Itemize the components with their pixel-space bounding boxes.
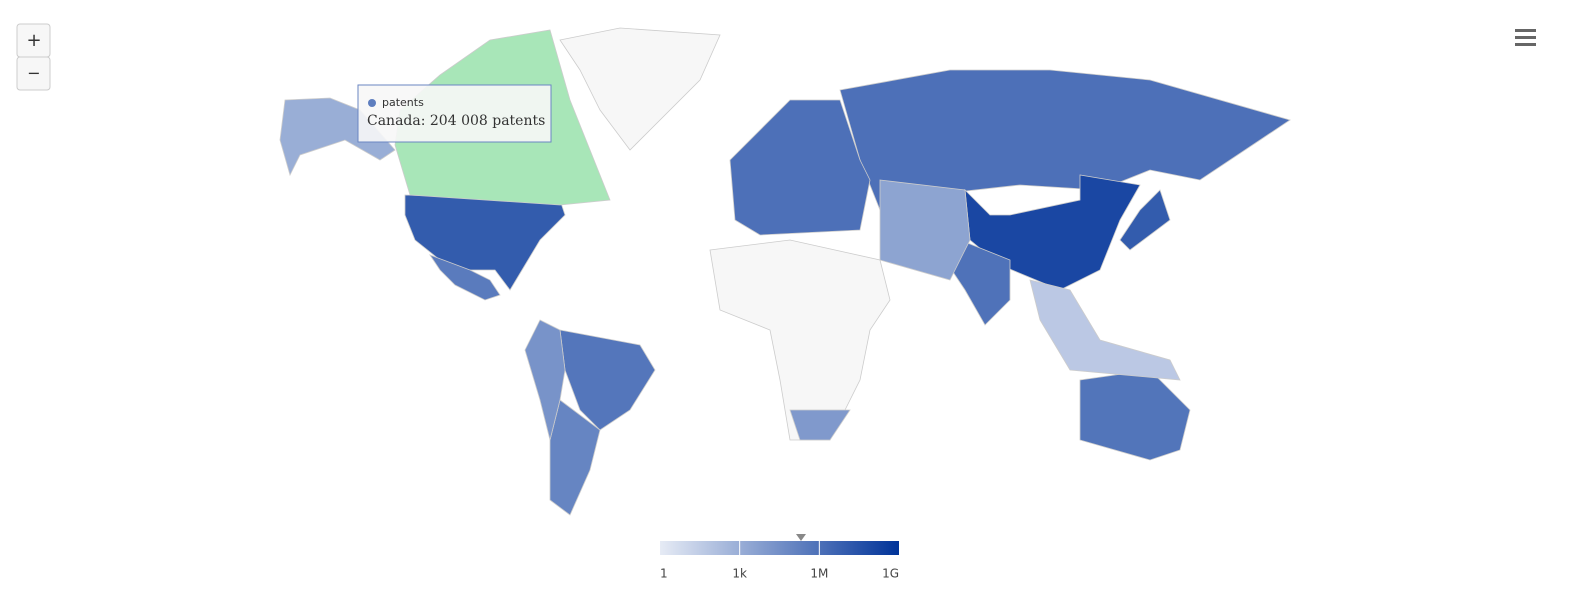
legend-marker xyxy=(796,534,806,541)
country xyxy=(880,180,970,280)
menu-bar[interactable] xyxy=(1515,29,1536,32)
legend-label: 1 xyxy=(660,567,668,581)
tooltip-text: Canada: 204 008 patents xyxy=(367,113,545,129)
country xyxy=(790,410,850,440)
menu-bar[interactable] xyxy=(1515,36,1536,39)
menu-button[interactable] xyxy=(1515,29,1536,46)
color-legend: 1 1k 1M 1G xyxy=(660,534,899,581)
country xyxy=(1030,280,1180,380)
tooltip-series: patents xyxy=(382,96,424,109)
no-data-region xyxy=(560,28,720,150)
zoom-controls: + − xyxy=(17,24,50,90)
zoom-in-label[interactable]: + xyxy=(26,30,41,51)
legend-bar xyxy=(660,541,899,555)
menu-bar[interactable] xyxy=(1515,43,1536,46)
legend-label: 1k xyxy=(732,567,747,581)
legend-label: 1G xyxy=(882,567,899,581)
zoom-out-label[interactable]: − xyxy=(27,64,40,83)
country xyxy=(405,195,565,290)
map-chart: + − 1 1k 1M 1G patents Canada: 204 008 paten… xyxy=(0,0,1580,610)
tooltip-dot xyxy=(368,99,376,107)
country xyxy=(1080,370,1190,460)
legend-label: 1M xyxy=(810,567,828,581)
tooltip: patents Canada: 204 008 patents xyxy=(358,85,551,142)
